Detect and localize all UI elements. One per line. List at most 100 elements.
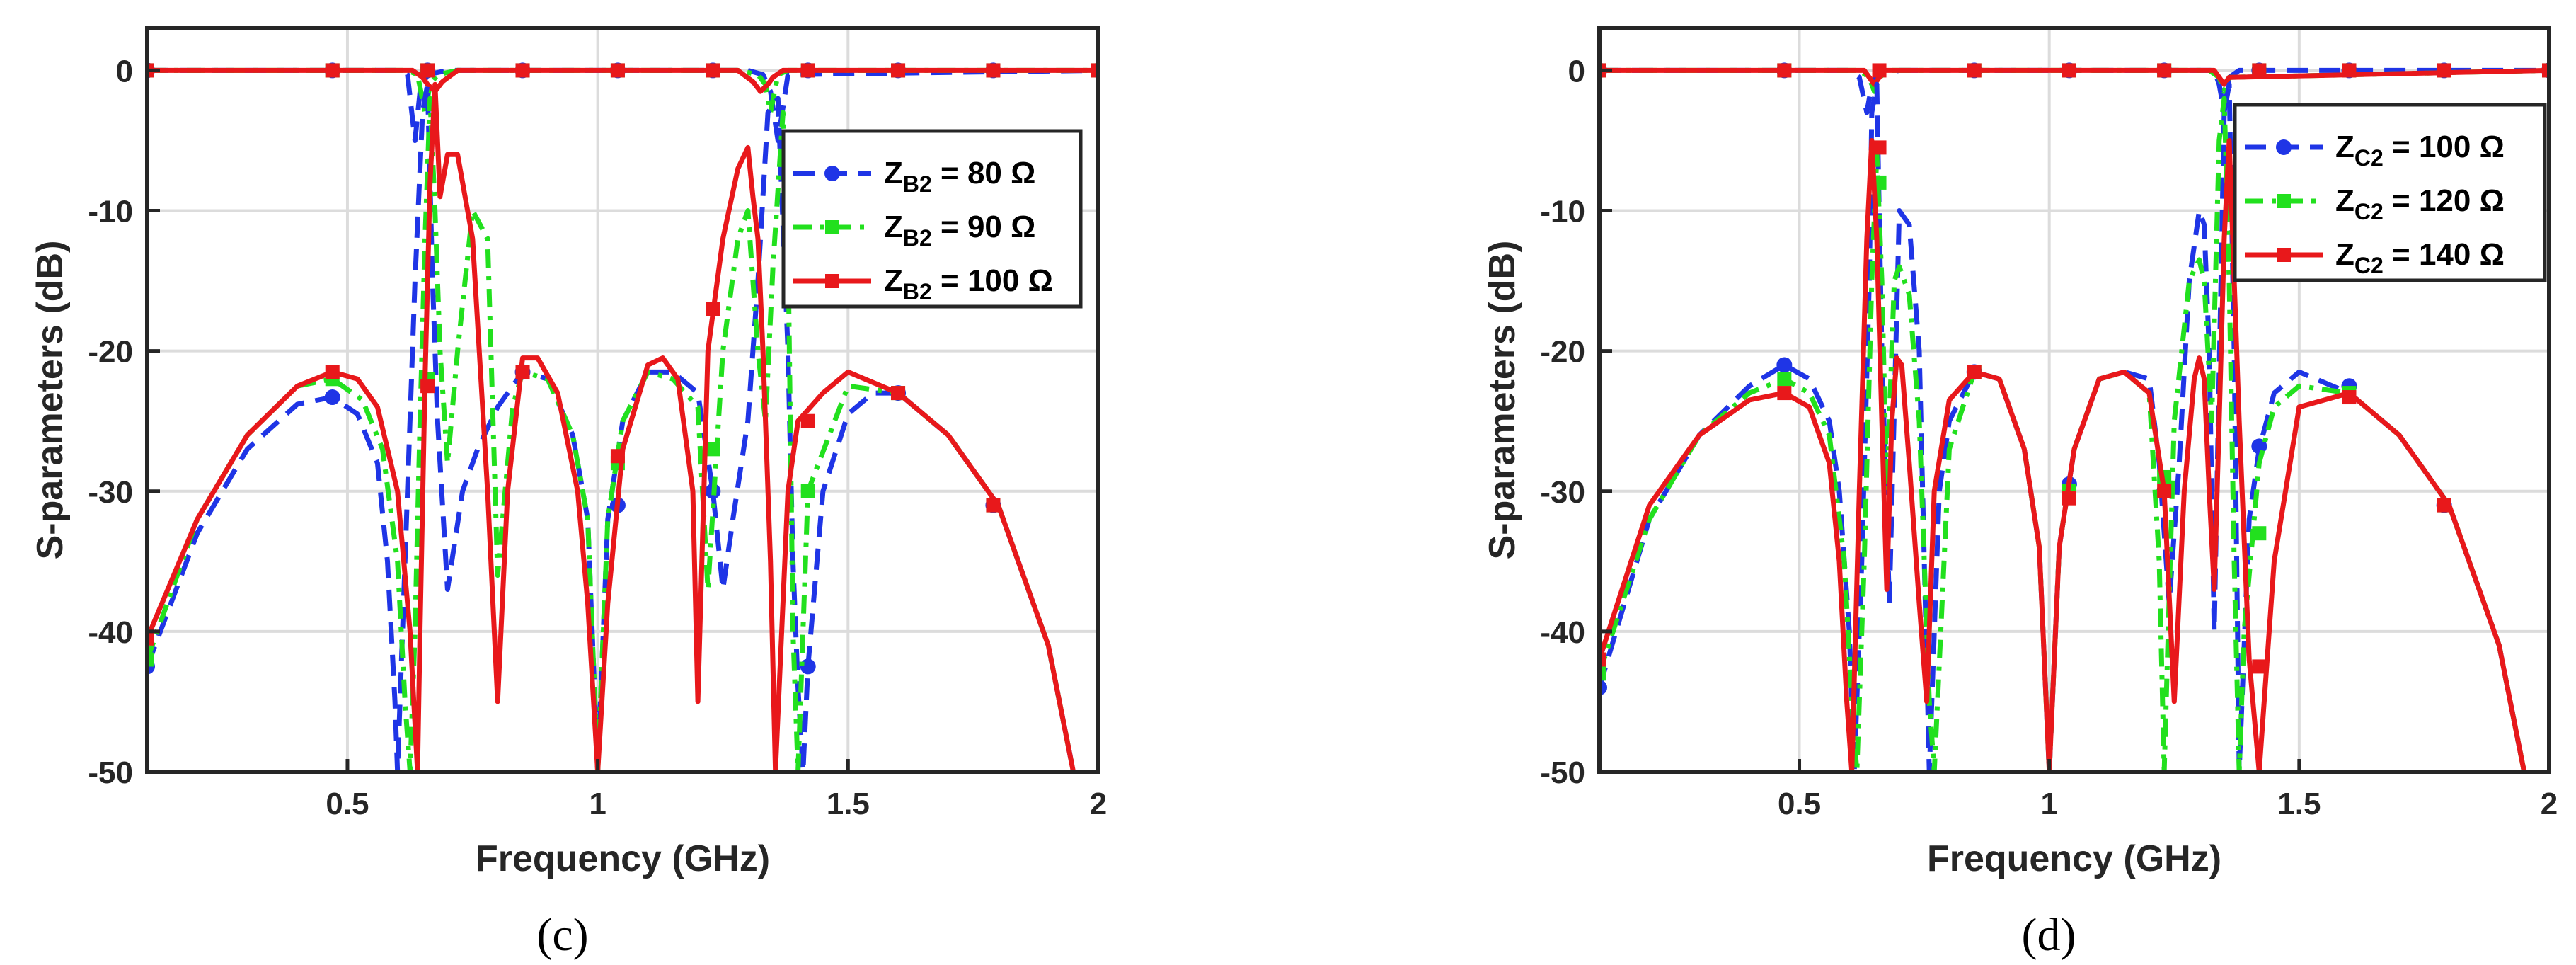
- data-point: [2252, 526, 2267, 541]
- legend-label: ZC2 = 100 Ω: [2335, 130, 2505, 171]
- data-point: [2342, 390, 2357, 405]
- legend-entry: ZC2 = 120 Ω: [2245, 183, 2505, 224]
- data-point: [420, 63, 435, 78]
- data-point: [706, 63, 720, 78]
- data-point: [800, 413, 815, 428]
- panel-caption: (c): [536, 909, 588, 961]
- data-point: [1776, 357, 1793, 373]
- series-line: [1599, 138, 2527, 772]
- data-point: [2437, 63, 2451, 78]
- data-point: [2251, 438, 2267, 455]
- data-point: [706, 302, 720, 316]
- data-point: [324, 389, 340, 406]
- y-axis-label: S-parameters (dB): [30, 241, 71, 560]
- legend-entry: ZB2 = 80 Ω: [793, 156, 1035, 197]
- data-point: [800, 63, 815, 78]
- data-point: [2252, 659, 2267, 674]
- series-line: [147, 67, 1098, 115]
- legend-entry: ZC2 = 140 Ω: [2245, 237, 2505, 278]
- y-tick-label: -30: [1540, 475, 1585, 510]
- legend-marker: [2277, 248, 2291, 262]
- data-point: [1777, 386, 1792, 401]
- data-point: [1599, 652, 1606, 667]
- data-point: [986, 498, 1001, 513]
- data-point: [2542, 63, 2549, 78]
- legend-label: ZB2 = 80 Ω: [884, 156, 1035, 197]
- panel-caption: (d): [2022, 909, 2076, 961]
- legend-label: ZB2 = 100 Ω: [884, 263, 1053, 304]
- x-tick-label: 1: [589, 787, 606, 821]
- data-point: [986, 63, 1001, 78]
- data-point: [1872, 63, 1887, 78]
- y-tick-label: -20: [88, 335, 133, 370]
- legend-entry: ZB2 = 100 Ω: [793, 263, 1053, 304]
- data-point: [1872, 140, 1887, 155]
- legend-marker: [824, 166, 840, 181]
- legend-entry: ZB2 = 90 Ω: [793, 210, 1035, 251]
- series-line: [147, 67, 1098, 94]
- legend-marker: [825, 220, 839, 234]
- legend-marker: [2277, 194, 2291, 208]
- x-axis-label: Frequency (GHz): [1927, 838, 2221, 879]
- data-point: [800, 484, 815, 498]
- x-tick-label: 1.5: [2277, 787, 2321, 821]
- series-group: [147, 62, 1098, 772]
- data-point: [1091, 63, 1098, 78]
- data-point: [891, 63, 906, 78]
- data-point: [1967, 63, 1982, 78]
- x-tick-label: 1.5: [827, 787, 870, 821]
- legend: ZC2 = 100 Ω ZC2 = 120 Ω ZC2 = 140 Ω: [2233, 103, 2547, 282]
- data-point: [147, 652, 154, 667]
- data-point: [1777, 372, 1792, 387]
- legend-entry: ZC2 = 100 Ω: [2245, 130, 2505, 171]
- data-point: [325, 365, 340, 379]
- data-point: [610, 63, 625, 78]
- x-tick-label: 1: [2040, 787, 2057, 821]
- data-point: [2252, 63, 2267, 78]
- series-group: [1599, 62, 2549, 772]
- legend-label: ZB2 = 90 Ω: [884, 210, 1035, 251]
- data-point: [420, 379, 435, 394]
- y-axis-label: S-parameters (dB): [1482, 241, 1523, 560]
- data-point: [800, 658, 816, 675]
- data-point: [1599, 666, 1606, 681]
- data-point: [1777, 63, 1792, 78]
- data-point: [325, 63, 340, 78]
- y-tick-label: -20: [1540, 335, 1585, 370]
- y-tick-label: -10: [1540, 195, 1585, 229]
- data-point: [2157, 63, 2172, 78]
- x-tick-label: 0.5: [1778, 787, 1821, 821]
- data-point: [2157, 484, 2172, 498]
- data-point: [1967, 365, 1982, 379]
- legend: ZB2 = 80 Ω ZB2 = 90 Ω ZB2 = 100 Ω: [781, 129, 1083, 309]
- x-tick-label: 2: [2541, 787, 2558, 821]
- data-point: [2062, 491, 2076, 506]
- data-point: [515, 63, 530, 78]
- y-tick-label: 0: [116, 54, 133, 88]
- legend-label: ZC2 = 120 Ω: [2335, 183, 2505, 224]
- y-tick-label: -30: [88, 475, 133, 510]
- data-point: [706, 442, 720, 457]
- data-point: [147, 631, 154, 646]
- data-point: [515, 365, 530, 379]
- axes-box: [1597, 26, 2551, 774]
- data-point: [610, 449, 625, 464]
- chart-panel-d: 0.5 1 1.5 2 0 -10 -20 -30 -40 -50 Frequency (GHz) S…: [1482, 26, 2558, 961]
- x-tick-label: 2: [1090, 787, 1107, 821]
- y-tick-label: -40: [1540, 615, 1585, 650]
- axes-box: [145, 26, 1100, 774]
- y-tick-label: 0: [1568, 54, 1585, 88]
- y-tick-label: -50: [88, 755, 133, 790]
- series-line: [147, 81, 1076, 772]
- series-line: [147, 81, 1076, 772]
- data-point: [2062, 63, 2076, 78]
- legend-label: ZC2 = 140 Ω: [2335, 237, 2505, 278]
- data-point: [2342, 63, 2357, 78]
- legend-marker: [2276, 139, 2292, 155]
- data-point: [2437, 498, 2451, 513]
- y-tick-label: -50: [1540, 755, 1585, 790]
- data-point: [891, 386, 906, 401]
- x-tick-label: 0.5: [326, 787, 369, 821]
- legend-marker: [825, 274, 839, 288]
